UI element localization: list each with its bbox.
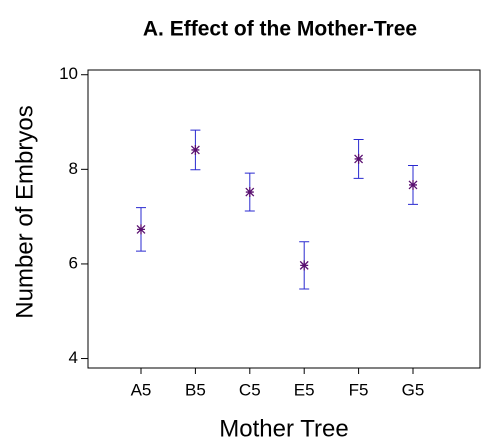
marker bbox=[136, 224, 146, 235]
marker bbox=[299, 260, 309, 271]
y-tick-label: 8 bbox=[69, 159, 78, 178]
chart-title: A. Effect of the Mother-Tree bbox=[143, 18, 417, 41]
marker bbox=[354, 153, 364, 164]
x-tick-label: G5 bbox=[402, 380, 425, 399]
y-tick-label: 6 bbox=[69, 253, 78, 272]
y-tick-label: 4 bbox=[69, 348, 78, 367]
x-tick-label: E5 bbox=[294, 380, 315, 399]
marker bbox=[408, 179, 418, 190]
y-tick-label: 10 bbox=[59, 64, 78, 83]
x-tick-label: C5 bbox=[239, 380, 261, 399]
x-tick-label: B5 bbox=[185, 380, 206, 399]
marker bbox=[245, 187, 255, 198]
plot-frame bbox=[87, 69, 481, 369]
y-axis-label: Number of Embryos bbox=[11, 105, 38, 318]
x-tick-label: A5 bbox=[131, 380, 152, 399]
x-tick-label: F5 bbox=[349, 380, 369, 399]
x-axis-label: Mother Tree bbox=[219, 415, 348, 442]
marker bbox=[190, 144, 200, 155]
